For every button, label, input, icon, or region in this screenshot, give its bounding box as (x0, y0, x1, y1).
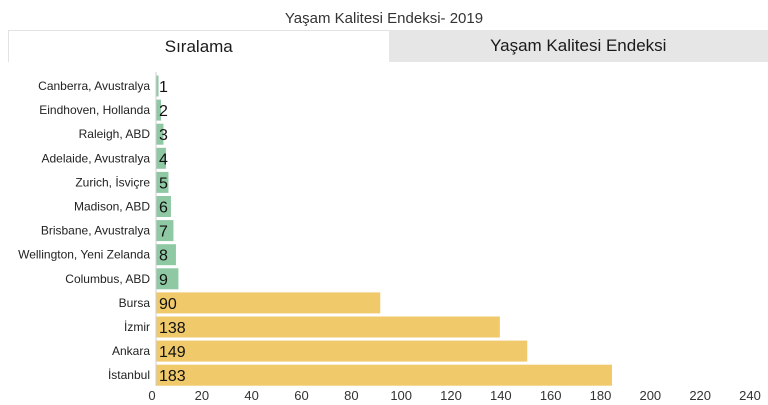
data-label: 4 (159, 151, 168, 168)
bar (156, 316, 500, 338)
category-label: Raleigh, ABD (79, 127, 151, 141)
x-tick-label: 200 (639, 388, 661, 403)
x-tick-label: 100 (390, 388, 412, 403)
data-label: 90 (159, 296, 177, 313)
data-label: 7 (159, 224, 168, 241)
category-label: Madison, ABD (74, 200, 150, 214)
x-tick-label: 80 (344, 388, 358, 403)
view-tabs: Sıralama Yaşam Kalitesi Endeksi (8, 30, 768, 62)
category-label: Adelaide, Avustralya (41, 151, 150, 165)
x-tick-label: 140 (490, 388, 512, 403)
category-label: Wellington, Yeni Zelanda (18, 248, 150, 262)
x-tick-label: 20 (195, 388, 209, 403)
x-tick-label: 160 (540, 388, 562, 403)
bar (156, 244, 176, 266)
category-label: Canberra, Avustralya (38, 79, 150, 93)
data-label: 183 (159, 368, 186, 385)
data-label: 149 (159, 344, 186, 361)
data-label: 2 (159, 103, 168, 120)
chart-title: Yaşam Kalitesi Endeksi- 2019 (284, 10, 484, 27)
category-label: Brisbane, Avustralya (41, 224, 150, 238)
data-label: 6 (159, 200, 168, 217)
category-label: İzmir (124, 320, 150, 334)
category-label: İstanbul (108, 368, 150, 382)
bar (156, 196, 171, 217)
x-tick-label: 240 (739, 388, 761, 403)
bar (156, 220, 174, 242)
data-label: 138 (159, 320, 186, 337)
bar (156, 340, 528, 362)
bar (156, 268, 179, 290)
x-tick-label: 0 (148, 388, 155, 403)
category-label: Columbus, ABD (65, 272, 150, 286)
tab-ranking[interactable]: Sıralama (8, 30, 389, 62)
bar (156, 364, 612, 386)
tab-quality-index[interactable]: Yaşam Kalitesi Endeksi (388, 30, 768, 62)
data-label: 9 (159, 272, 168, 289)
category-label: Zurich, İsviçre (75, 175, 150, 189)
bar (156, 123, 164, 145)
x-tick-label: 220 (689, 388, 711, 403)
x-tick-label: 40 (244, 388, 258, 403)
data-label: 5 (159, 175, 168, 192)
category-label: Bursa (119, 296, 151, 310)
bar (156, 99, 161, 121)
bar (156, 171, 169, 193)
bar (156, 75, 159, 97)
bar (156, 147, 166, 169)
x-tick-label: 180 (590, 388, 612, 403)
data-label: 1 (159, 79, 168, 96)
x-tick-label: 120 (440, 388, 462, 403)
category-label: Eindhoven, Hollanda (39, 103, 150, 117)
data-label: 8 (159, 248, 168, 265)
bar (156, 292, 381, 314)
x-tick-label: 60 (294, 388, 308, 403)
data-label: 3 (159, 127, 168, 144)
category-label: Ankara (112, 344, 150, 358)
